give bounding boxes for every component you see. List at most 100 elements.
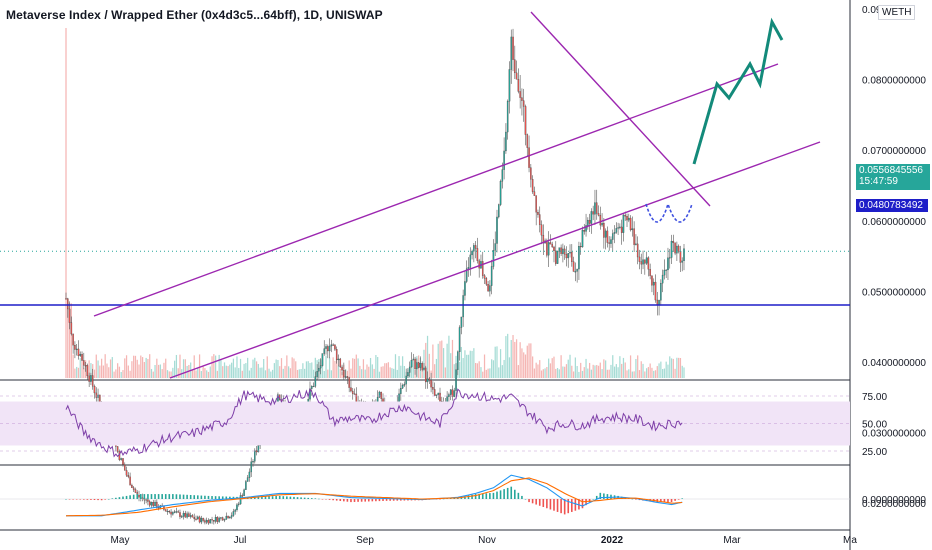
price-tick-label: 0.0200000000 (862, 499, 926, 510)
macd-histogram-bar (104, 499, 106, 500)
candle-body (476, 248, 479, 261)
candle-body (572, 261, 575, 272)
volume-bar (599, 362, 601, 378)
candle-body (179, 512, 181, 517)
volume-bar (293, 358, 295, 378)
candle-body (558, 247, 561, 252)
macd-histogram-bar (143, 494, 146, 499)
candle-body (433, 389, 436, 396)
candle-body (501, 169, 504, 182)
macd-histogram-bar (310, 498, 313, 499)
candle-body (227, 515, 229, 519)
volume-bar (131, 361, 133, 378)
macd-histogram-bar (343, 499, 345, 502)
candle-body (72, 333, 74, 346)
volume-bar (592, 364, 594, 378)
macd-histogram-bar (546, 499, 548, 509)
volume-bar (220, 359, 222, 378)
time-tick-label: Nov (478, 535, 496, 546)
volume-bar (434, 364, 436, 378)
macd-histogram-bar (350, 499, 352, 503)
volume-bar (312, 369, 315, 378)
volume-bar (172, 367, 174, 378)
volume-bar (628, 369, 630, 378)
time-tick-label: 2022 (601, 535, 624, 546)
volume-bar (143, 362, 145, 378)
macd-histogram-bar (186, 494, 188, 499)
candle-body (403, 383, 406, 386)
volume-bar (270, 371, 272, 378)
candle-body (75, 348, 78, 350)
candle-body (236, 504, 238, 511)
double-bottom-pattern (645, 201, 693, 223)
candle-body (74, 345, 76, 350)
price-tick-label: 0.0300000000 (862, 429, 926, 440)
candle-body (631, 228, 634, 231)
volume-bar (346, 370, 349, 378)
candle-body (353, 393, 356, 395)
volume-bar (211, 356, 213, 378)
candle-body (407, 372, 409, 377)
candle-body (540, 224, 543, 236)
volume-bar (585, 358, 587, 378)
volume-bar (174, 360, 176, 378)
volume-bar (323, 370, 325, 378)
candle-body (554, 250, 557, 264)
candle-body (150, 502, 153, 506)
volume-bar (662, 369, 664, 378)
candle-body (132, 487, 135, 490)
volume-bar (507, 333, 509, 378)
volume-bar (373, 368, 375, 378)
macd-histogram-bar (510, 486, 513, 499)
macd-histogram-bar (72, 499, 74, 500)
trend-drawings (0, 11, 850, 379)
macd-histogram-bar (499, 490, 502, 499)
candle-body (337, 358, 340, 361)
volume-bar (284, 365, 286, 378)
candle-body (426, 378, 429, 383)
candle-body (319, 365, 322, 369)
candle-body (508, 69, 511, 102)
volume-bar (170, 371, 172, 378)
volume-bar (631, 371, 633, 378)
volume-bar (348, 360, 350, 378)
candle-body (663, 269, 666, 276)
macd-histogram-bar (464, 496, 466, 499)
macd-histogram-bar (303, 497, 306, 499)
candle-body (68, 308, 71, 323)
candle-body (330, 344, 333, 347)
volume-bar (473, 348, 475, 378)
candle-body (448, 394, 450, 397)
volume-bar (302, 363, 304, 378)
volume-bar (125, 355, 128, 378)
candle-body (213, 520, 215, 522)
candle-body (679, 251, 682, 263)
macd-histogram-bar (97, 499, 99, 501)
volume-bar (227, 366, 229, 378)
candle-body (343, 370, 345, 378)
volume-bar (136, 359, 138, 378)
candle-body (562, 248, 564, 254)
candle-body (221, 517, 224, 521)
candle-body (569, 251, 571, 254)
macd-histogram-bar (335, 499, 338, 501)
macd-histogram-bar (229, 496, 231, 499)
quote-symbol-badge[interactable]: WETH (878, 5, 916, 20)
candle-body (351, 390, 354, 394)
candle-body (398, 393, 400, 403)
macd-histogram-bar (489, 493, 491, 499)
macd-histogram-bar (129, 495, 131, 499)
volume-bar (560, 355, 562, 378)
macd-histogram-bar (588, 499, 591, 503)
volume-bar (305, 361, 308, 378)
volume-bar (658, 363, 660, 378)
macd-histogram-bar (578, 499, 580, 510)
candle-body (645, 257, 648, 264)
candle-body (606, 230, 609, 243)
volume-bar (115, 369, 117, 378)
candle-body (376, 396, 379, 403)
candle-body (323, 348, 326, 354)
candle-body (530, 167, 532, 180)
candle-body (462, 295, 464, 318)
